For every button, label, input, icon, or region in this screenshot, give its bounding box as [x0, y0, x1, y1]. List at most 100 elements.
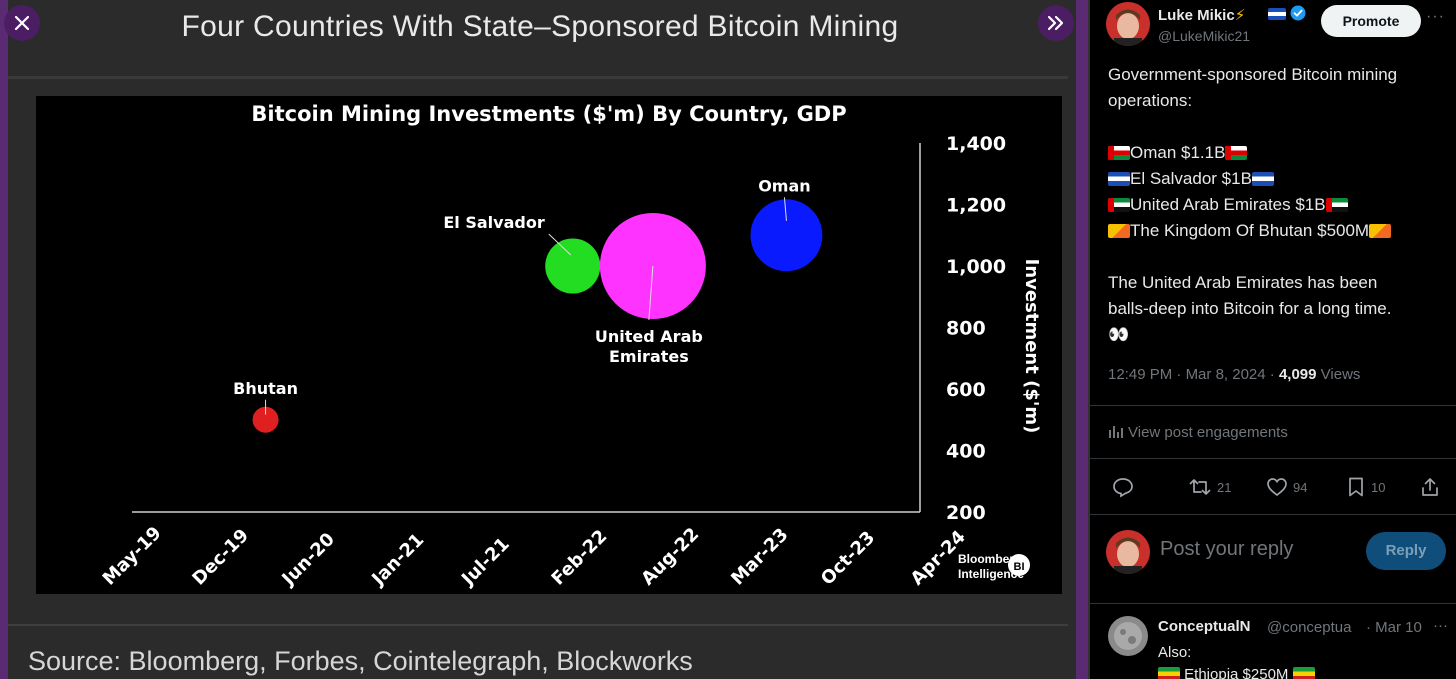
- eyes-emoji: 👀: [1108, 325, 1130, 344]
- tweet-action-bar: 21 94 10: [1108, 474, 1448, 500]
- bubble-chart: Bitcoin Mining Investments ($'m) By Coun…: [99, 102, 1042, 591]
- chart-panel: Bitcoin Mining Investments ($'m) By Coun…: [36, 96, 1062, 594]
- data-label: United Arab: [595, 327, 703, 346]
- divider: [1090, 514, 1456, 515]
- expand-button[interactable]: [1038, 5, 1074, 41]
- repost-action[interactable]: 21: [1188, 474, 1231, 500]
- y-tick-label: 1,200: [946, 195, 1006, 217]
- oman-flag-icon: [1225, 146, 1248, 160]
- reply-text: Also: Ethiopia $250M: [1158, 642, 1315, 679]
- paragraph-gap: [1108, 114, 1448, 140]
- close-button[interactable]: [4, 5, 40, 41]
- el-salvador-flag-icon: [1268, 8, 1286, 20]
- reply-line1: Also:: [1158, 644, 1192, 661]
- x-tick-label: Jul-21: [456, 534, 513, 591]
- ethiopia-flag-icon: [1158, 667, 1180, 679]
- bookmark-icon: [1349, 477, 1363, 497]
- divider: [1090, 405, 1456, 406]
- reply-list-item[interactable]: ConceptualN @conceptua · Mar 10 ··· Also…: [1090, 614, 1456, 679]
- data-label: Oman: [758, 176, 810, 195]
- reply-line2: Ethiopia $250M: [1158, 664, 1315, 679]
- x-tick-label: Jun-20: [277, 529, 339, 591]
- label-leader-line: [548, 233, 572, 256]
- x-tick-label: Dec-19: [188, 525, 253, 590]
- data-label: Emirates: [609, 347, 689, 366]
- reply-action[interactable]: [1112, 474, 1139, 500]
- share-icon: [1422, 478, 1438, 496]
- tweet-item-bhutan: The Kingdom Of Bhutan $500M: [1108, 218, 1448, 244]
- tweet-panel: Luke Mikic⚡ @LukeMikic21 Promote ··· Gov…: [1090, 0, 1456, 679]
- views-label: Views: [1320, 366, 1361, 383]
- promote-button[interactable]: Promote: [1321, 5, 1421, 37]
- tweet-meta: 12:49 PM · Mar 8, 2024 · 4,099 Views: [1108, 366, 1361, 383]
- repost-count: 21: [1217, 479, 1232, 495]
- like-count: 94: [1293, 479, 1308, 495]
- data-label: Bhutan: [233, 379, 298, 398]
- uae-flag-icon: [1108, 198, 1130, 212]
- tweet-text: Government-sponsored Bitcoin mining oper…: [1108, 62, 1448, 348]
- x-tick-label: Aug-22: [637, 524, 703, 590]
- heart-icon: [1267, 478, 1287, 497]
- data-label: El Salvador: [443, 213, 544, 232]
- label-leader-line: [648, 265, 654, 321]
- bookmark-action[interactable]: 10: [1346, 474, 1385, 500]
- view-engagements-link[interactable]: View post engagements: [1108, 424, 1288, 441]
- watermark-line1: Bloomberg: [958, 552, 1021, 566]
- chart-axes: 200 400 600 800 1,000 1,200 1,400 May-19 Dec-19 J…: [99, 133, 1006, 591]
- share-action[interactable]: [1420, 474, 1445, 500]
- source-divider: [8, 624, 1068, 626]
- views-count: 4,099: [1278, 366, 1317, 383]
- slide-source: Source: Bloomberg, Forbes, Cointelegraph…: [28, 646, 693, 676]
- bubble-el-salvador: [545, 238, 601, 294]
- view-engagements-label: View post engagements: [1128, 424, 1288, 441]
- label-leader-line: [783, 197, 787, 221]
- x-tick-label: Oct-23: [817, 527, 879, 589]
- x-tick-label: Mar-23: [727, 524, 792, 589]
- tweet-intro-line1: Government-sponsored Bitcoin mining: [1108, 65, 1398, 84]
- reply-author-name[interactable]: ConceptualN: [1158, 618, 1251, 635]
- reply-author-avatar[interactable]: [1108, 616, 1148, 656]
- tweet-closing-line2: balls-deep into Bitcoin for a long time.: [1108, 299, 1392, 318]
- uae-flag-icon: [1325, 198, 1348, 212]
- title-divider: [8, 76, 1068, 79]
- like-action[interactable]: 94: [1266, 474, 1307, 500]
- reply-button[interactable]: Reply: [1366, 532, 1446, 570]
- y-tick-label: 1,400: [946, 133, 1006, 155]
- more-options-icon[interactable]: ···: [1426, 8, 1445, 25]
- ethiopia-flag-icon: [1292, 667, 1315, 679]
- x-tick-label: Jan-21: [367, 529, 429, 591]
- author-handle[interactable]: @LukeMikic21: [1158, 28, 1251, 44]
- author-badges: [1268, 5, 1306, 21]
- more-options-icon[interactable]: ···: [1433, 617, 1448, 634]
- y-tick-label: 200: [946, 502, 986, 524]
- divider: [1090, 603, 1456, 604]
- el-salvador-flag-icon: [1251, 172, 1274, 186]
- bhutan-flag-icon: [1369, 224, 1392, 238]
- y-tick-label: 600: [946, 379, 986, 401]
- tweet-item-oman: Oman $1.1B: [1108, 140, 1448, 166]
- x-tick-label: May-19: [99, 523, 166, 590]
- current-user-avatar[interactable]: [1106, 530, 1150, 574]
- reply-input[interactable]: Post your reply: [1160, 538, 1294, 560]
- tweet-time[interactable]: 12:49 PM: [1108, 366, 1173, 383]
- tweet-closing-line1: The United Arab Emirates has been: [1108, 273, 1378, 292]
- reply-date[interactable]: · Mar 10: [1366, 619, 1422, 636]
- watermark-badge-circle: [1008, 554, 1030, 576]
- watermark-badge: BI: [1014, 561, 1025, 573]
- chart-title: Bitcoin Mining Investments ($'m) By Coun…: [251, 102, 846, 126]
- tweet-date[interactable]: Mar 8, 2024: [1185, 366, 1266, 383]
- reply-author-handle[interactable]: @conceptua: [1267, 619, 1352, 636]
- close-icon: [14, 15, 30, 31]
- y-tick-label: 400: [946, 441, 986, 463]
- reply-icon: [1113, 478, 1133, 498]
- bubble-oman: [750, 199, 823, 272]
- y-tick-label: 1,000: [946, 256, 1006, 278]
- repost-icon: [1189, 479, 1211, 495]
- bubble-bhutan: [252, 406, 279, 433]
- divider: [1090, 458, 1456, 459]
- viewer-divider: [1088, 0, 1090, 679]
- tweet-item-el-salvador: El Salvador $1B: [1108, 166, 1448, 192]
- author-avatar[interactable]: [1106, 2, 1150, 46]
- author-name[interactable]: Luke Mikic⚡: [1158, 7, 1246, 24]
